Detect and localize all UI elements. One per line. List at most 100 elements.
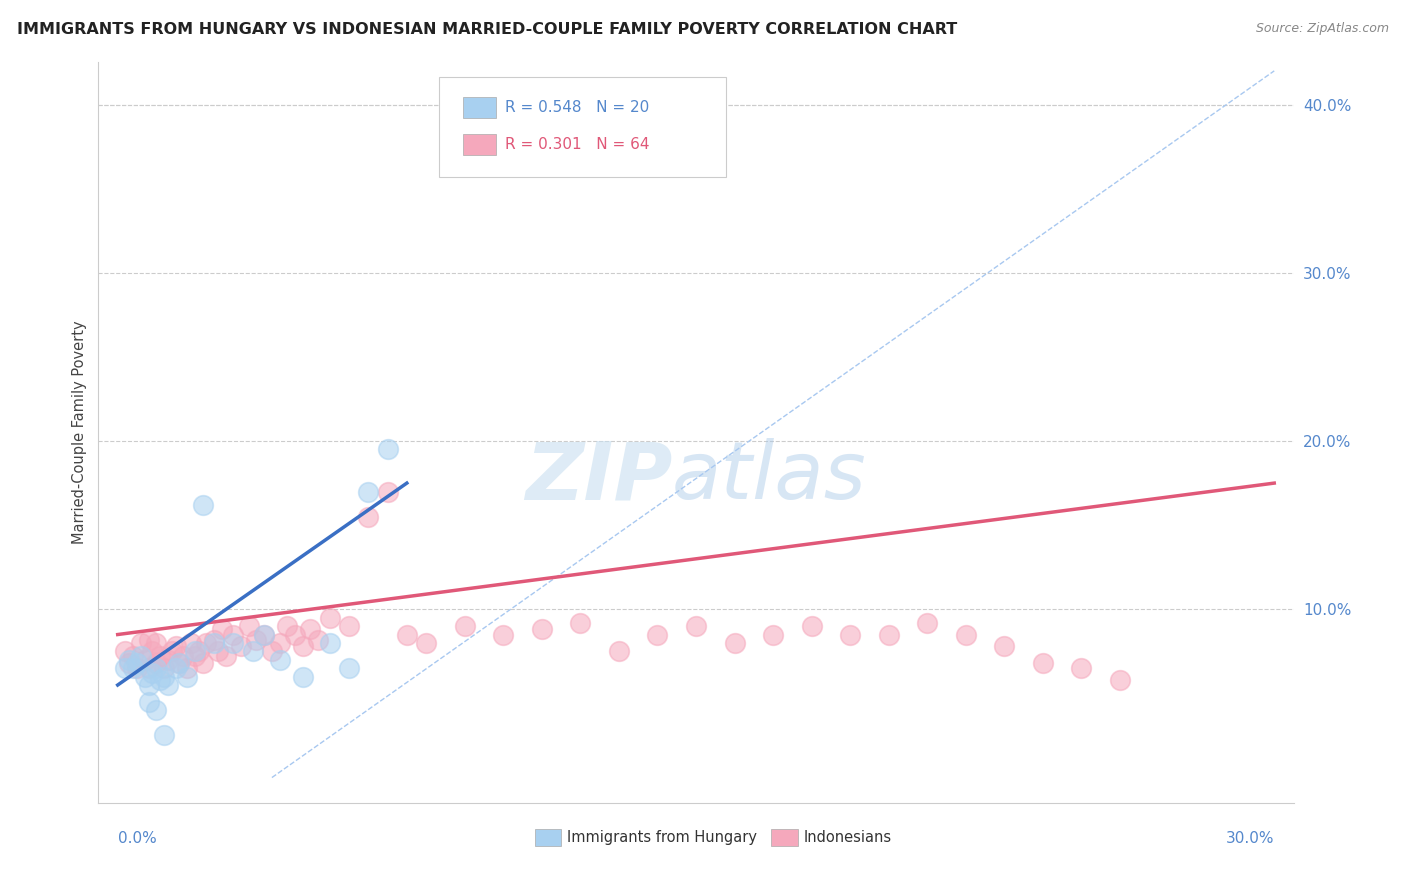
- Point: [291, 670, 314, 684]
- Point: [357, 484, 380, 499]
- Point: [134, 653, 156, 667]
- Bar: [463, 135, 496, 155]
- Point: [118, 653, 141, 667]
- Y-axis label: Married-Couple Family Poverty: Married-Couple Family Poverty: [72, 321, 87, 544]
- Point: [319, 610, 342, 624]
- Point: [165, 661, 187, 675]
- Point: [187, 644, 209, 658]
- Text: Indonesians: Indonesians: [804, 830, 891, 845]
- Point: [153, 670, 176, 684]
- Point: [122, 661, 145, 675]
- Point: [222, 627, 245, 641]
- Point: [169, 656, 191, 670]
- Point: [415, 636, 437, 650]
- Point: [114, 661, 136, 675]
- Point: [191, 498, 214, 512]
- Point: [145, 703, 167, 717]
- Point: [607, 644, 630, 658]
- Point: [138, 661, 160, 675]
- Point: [229, 640, 252, 654]
- Point: [319, 636, 342, 650]
- Point: [762, 627, 785, 641]
- Text: IMMIGRANTS FROM HUNGARY VS INDONESIAN MARRIED-COUPLE FAMILY POVERTY CORRELATION : IMMIGRANTS FROM HUNGARY VS INDONESIAN MA…: [17, 22, 957, 37]
- Point: [1032, 656, 1054, 670]
- Point: [180, 636, 202, 650]
- Point: [129, 636, 152, 650]
- Point: [917, 615, 939, 630]
- Point: [284, 627, 307, 641]
- Point: [269, 653, 291, 667]
- Point: [253, 627, 276, 641]
- Point: [245, 632, 267, 647]
- Point: [129, 649, 152, 664]
- Point: [149, 673, 172, 687]
- Point: [395, 627, 418, 641]
- Point: [202, 636, 225, 650]
- Text: Immigrants from Hungary: Immigrants from Hungary: [567, 830, 756, 845]
- Text: 30.0%: 30.0%: [1226, 831, 1274, 847]
- Point: [253, 627, 276, 641]
- Point: [260, 644, 283, 658]
- Point: [184, 649, 207, 664]
- Point: [145, 656, 167, 670]
- Text: atlas: atlas: [672, 438, 868, 516]
- Point: [145, 636, 167, 650]
- Point: [1109, 673, 1132, 687]
- Point: [176, 661, 198, 675]
- Point: [125, 661, 148, 675]
- Point: [149, 649, 172, 664]
- Point: [955, 627, 977, 641]
- Point: [357, 509, 380, 524]
- Text: R = 0.548   N = 20: R = 0.548 N = 20: [505, 100, 650, 115]
- Bar: [463, 97, 496, 118]
- Text: 0.0%: 0.0%: [118, 831, 156, 847]
- Point: [337, 619, 360, 633]
- Point: [141, 666, 163, 681]
- Point: [839, 627, 862, 641]
- Point: [138, 678, 160, 692]
- Point: [202, 632, 225, 647]
- Point: [153, 729, 176, 743]
- Point: [453, 619, 475, 633]
- Point: [134, 670, 156, 684]
- Point: [377, 484, 399, 499]
- Bar: [534, 830, 561, 846]
- Point: [530, 623, 553, 637]
- Point: [238, 619, 260, 633]
- Text: Source: ZipAtlas.com: Source: ZipAtlas.com: [1256, 22, 1389, 36]
- Text: R = 0.301   N = 64: R = 0.301 N = 64: [505, 137, 650, 153]
- Point: [138, 695, 160, 709]
- Point: [337, 661, 360, 675]
- Point: [156, 653, 179, 667]
- Point: [156, 678, 179, 692]
- Point: [877, 627, 900, 641]
- Point: [276, 619, 298, 633]
- Point: [125, 656, 148, 670]
- Point: [242, 644, 264, 658]
- Point: [184, 644, 207, 658]
- Bar: [772, 830, 797, 846]
- Point: [172, 649, 194, 664]
- Point: [153, 661, 176, 675]
- Point: [307, 632, 329, 647]
- Point: [291, 640, 314, 654]
- Point: [211, 623, 233, 637]
- Point: [195, 636, 218, 650]
- Point: [118, 656, 141, 670]
- Point: [176, 670, 198, 684]
- Point: [160, 644, 183, 658]
- Point: [685, 619, 707, 633]
- Point: [114, 644, 136, 658]
- Point: [141, 644, 163, 658]
- Point: [377, 442, 399, 457]
- Point: [214, 649, 236, 664]
- Point: [299, 623, 322, 637]
- Point: [569, 615, 592, 630]
- Point: [122, 649, 145, 664]
- Point: [800, 619, 823, 633]
- Point: [145, 661, 167, 675]
- Point: [207, 644, 229, 658]
- Point: [138, 632, 160, 647]
- Point: [165, 640, 187, 654]
- Point: [269, 636, 291, 650]
